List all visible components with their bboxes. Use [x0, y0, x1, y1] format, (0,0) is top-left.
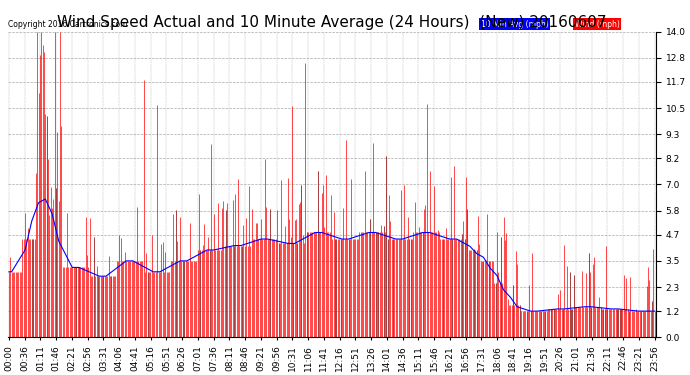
Title: Wind Speed Actual and 10 Minute Average (24 Hours)  (New) 20160607: Wind Speed Actual and 10 Minute Average … [57, 15, 607, 30]
Text: Wind (mph): Wind (mph) [575, 20, 620, 28]
Text: 10 Min Avg (mph): 10 Min Avg (mph) [481, 20, 549, 28]
Text: Copyright 2016 Cartronics.com: Copyright 2016 Cartronics.com [8, 20, 127, 28]
